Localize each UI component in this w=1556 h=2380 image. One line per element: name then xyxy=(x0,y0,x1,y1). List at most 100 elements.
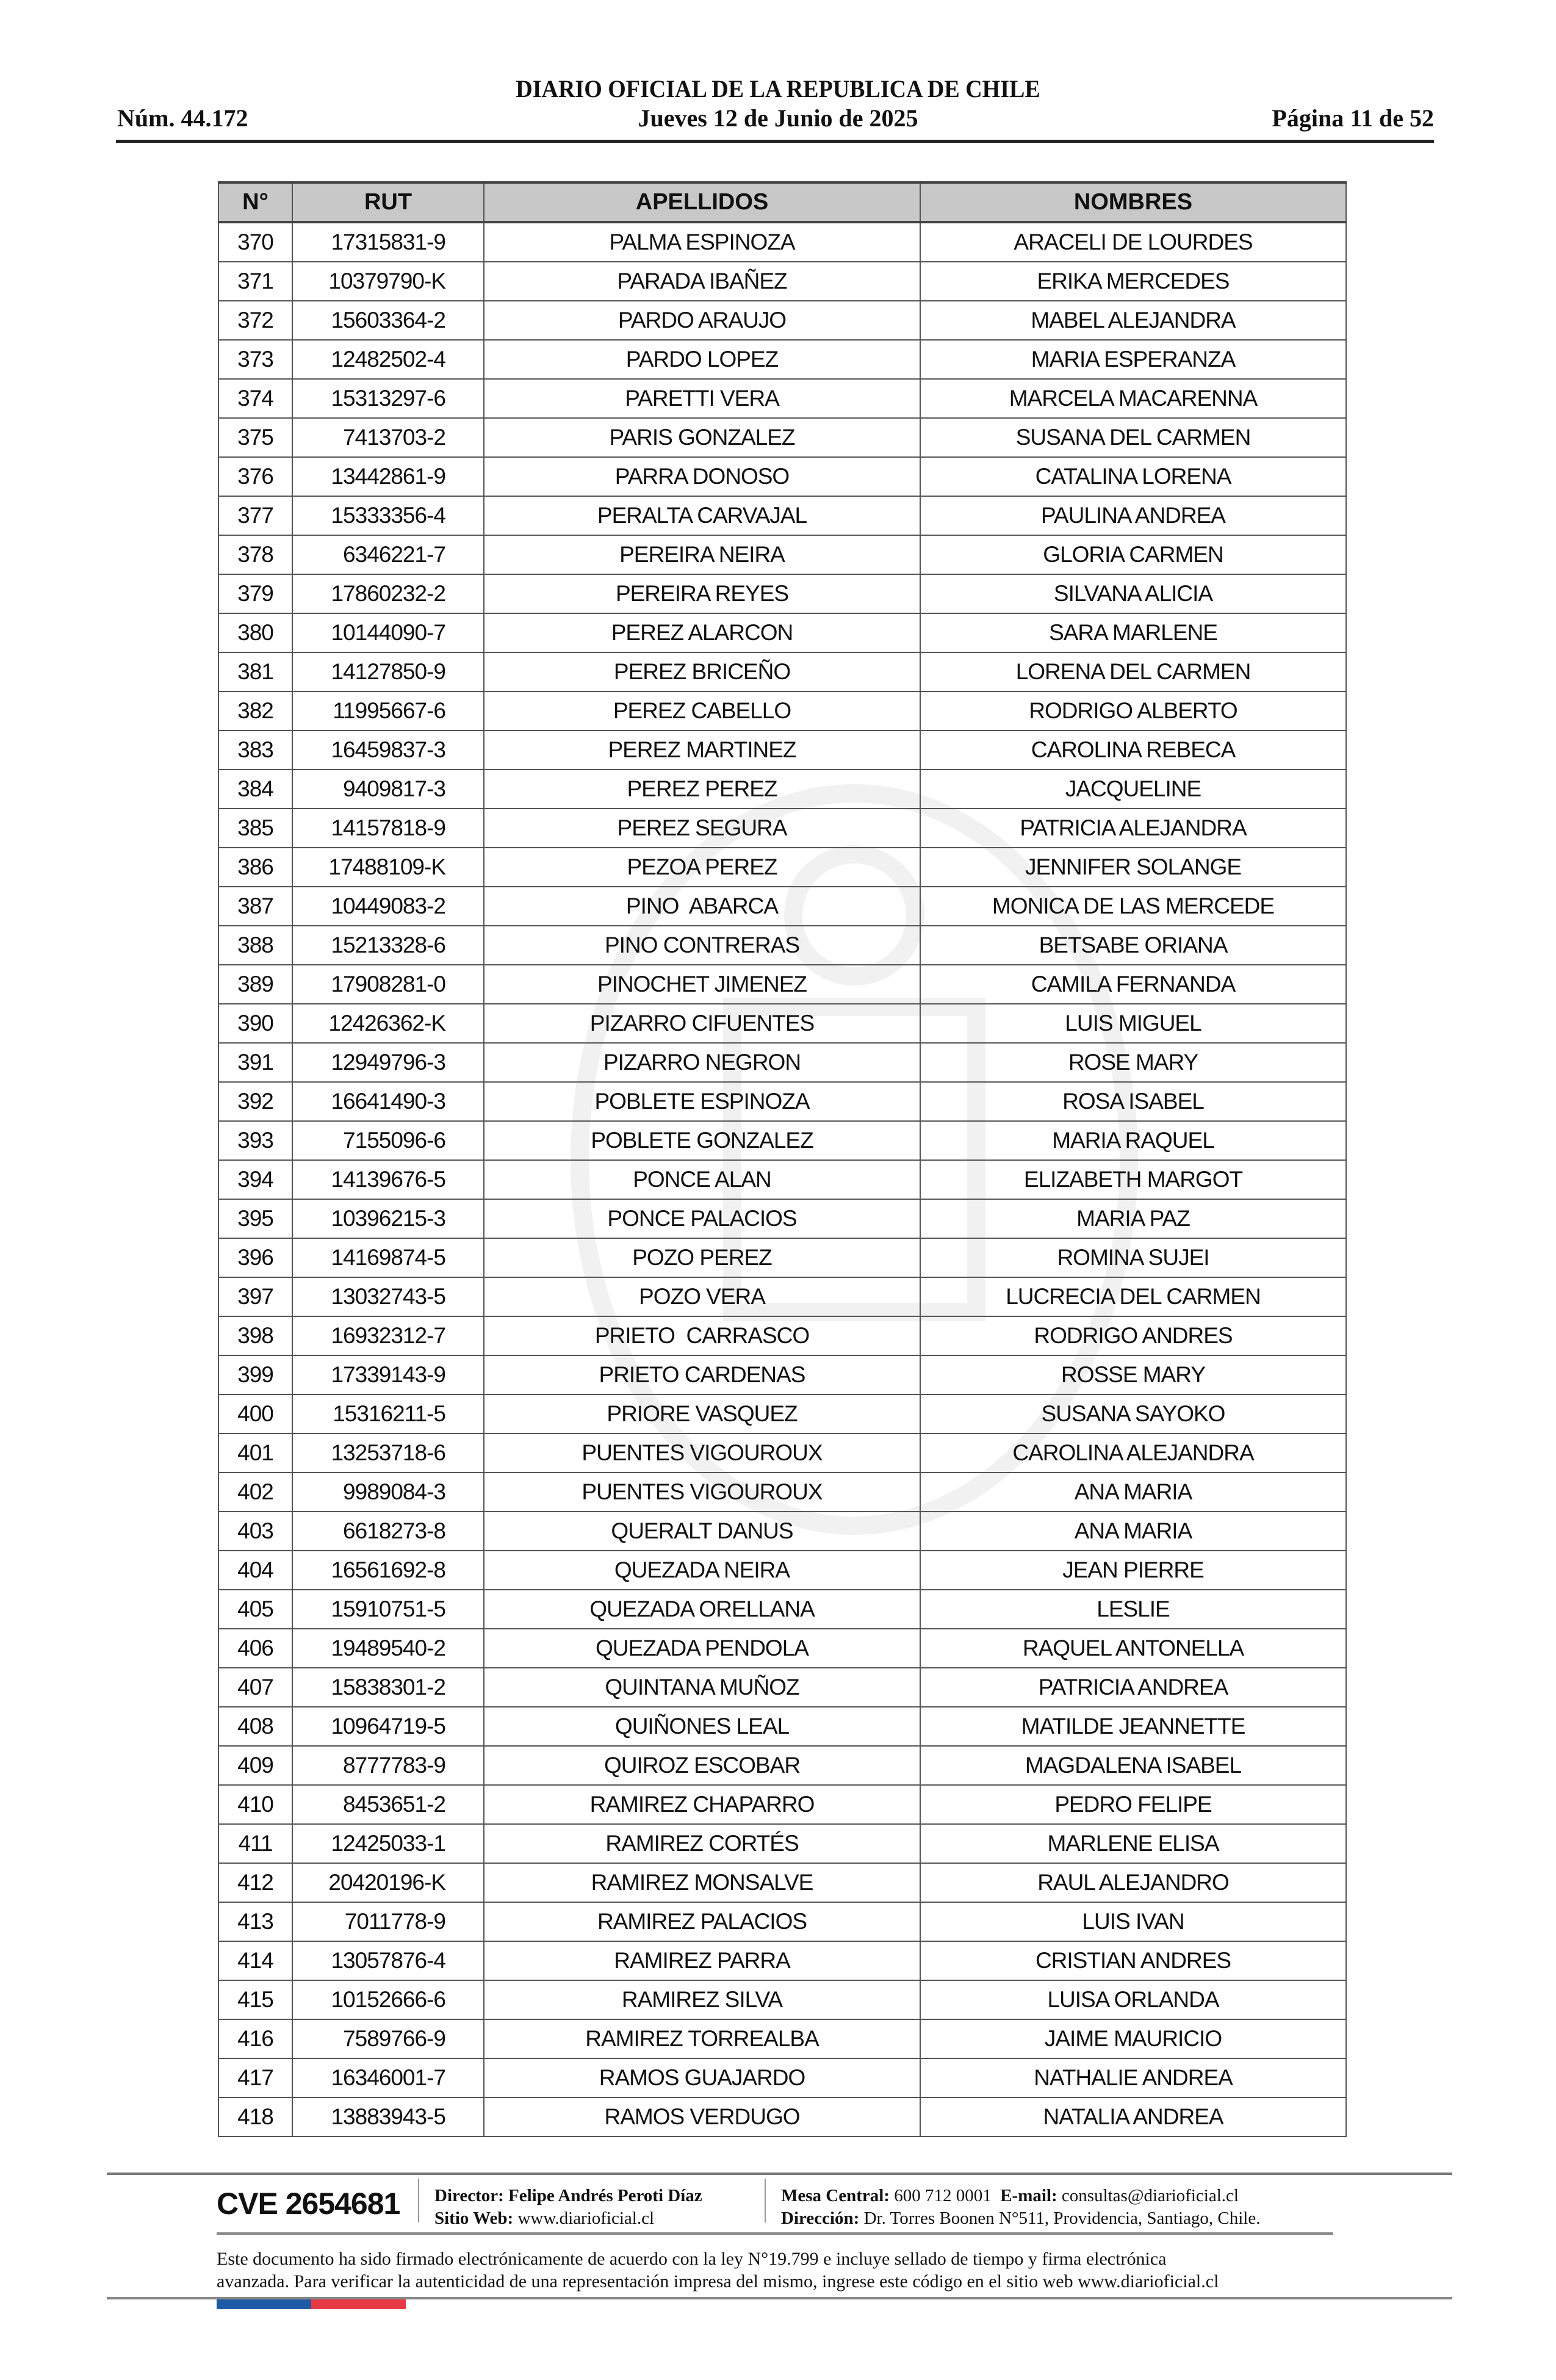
table-row: 372 15603364-2 PARDO ARAUJO MABEL ALEJANDRA xyxy=(218,300,1347,341)
row-number-cell: 405 xyxy=(218,1589,293,1629)
rut-cell: 15333356-4 xyxy=(292,496,484,536)
nombres-cell: ELIZABETH MARGOT xyxy=(920,1159,1347,1200)
apellidos-cell: PARDO ARAUJO xyxy=(483,300,921,341)
phone-number: 600 712 0001 xyxy=(894,2186,992,2205)
table-row: 378 6346221-7 PEREIRA NEIRA GLORIA CARMEN xyxy=(218,535,1347,575)
nombres-cell: RAQUEL ANTONELLA xyxy=(920,1628,1347,1668)
rut-cell: 14139676-5 xyxy=(292,1159,484,1200)
apellidos-cell: PINO CONTRERAS xyxy=(483,925,921,965)
column-header-rut: RUT xyxy=(292,181,484,223)
rut-cell: 10144090-7 xyxy=(292,613,484,653)
row-number-cell: 385 xyxy=(218,808,293,848)
row-number-cell: 380 xyxy=(218,613,293,653)
nombres-cell: PEDRO FELIPE xyxy=(920,1784,1347,1825)
nombres-cell: CAMILA FERNANDA xyxy=(920,964,1347,1004)
apellidos-cell: POBLETE GONZALEZ xyxy=(483,1120,921,1161)
table-row: 418 13883943-5 RAMOS VERDUGO NATALIA ANDREA xyxy=(218,2097,1347,2137)
column-header-number: N° xyxy=(218,181,293,223)
nombres-cell: CAROLINA ALEJANDRA xyxy=(920,1433,1347,1473)
rut-cell: 15213328-6 xyxy=(292,925,484,965)
row-number-cell: 406 xyxy=(218,1628,293,1668)
row-number-cell: 375 xyxy=(218,417,293,458)
website-link[interactable]: www.diarioficial.cl xyxy=(517,2209,655,2228)
apellidos-cell: POZO VERA xyxy=(483,1277,921,1317)
issue-number: Núm. 44.172 xyxy=(117,104,248,132)
flag-stripe-red xyxy=(311,2299,406,2309)
rut-cell: 14169874-5 xyxy=(292,1238,484,1278)
rut-cell: 14127850-9 xyxy=(292,652,484,692)
row-number-cell: 387 xyxy=(218,886,293,926)
nombres-cell: LUCRECIA DEL CARMEN xyxy=(920,1277,1347,1317)
email-label: E-mail: xyxy=(1000,2186,1057,2205)
nombres-cell: BETSABE ORIANA xyxy=(920,925,1347,965)
nombres-cell: MARIA ESPERANZA xyxy=(920,339,1347,380)
nombres-cell: MATILDE JEANNETTE xyxy=(920,1706,1347,1747)
row-number-cell: 418 xyxy=(218,2097,293,2137)
nombres-cell: SUSANA DEL CARMEN xyxy=(920,417,1347,458)
footer-separator xyxy=(765,2179,766,2223)
nombres-cell: NATHALIE ANDREA xyxy=(920,2058,1347,2098)
row-number-cell: 415 xyxy=(218,1980,293,2020)
apellidos-cell: PEREIRA REYES xyxy=(483,574,921,614)
apellidos-cell: RAMOS VERDUGO xyxy=(483,2097,921,2137)
row-number-cell: 382 xyxy=(218,691,293,731)
nombres-cell: LUIS MIGUEL xyxy=(920,1003,1347,1044)
rut-cell: 12425033-1 xyxy=(292,1823,484,1864)
email-link[interactable]: consultas@diarioficial.cl xyxy=(1061,2186,1239,2205)
rut-cell: 8453651-2 xyxy=(292,1784,484,1825)
nombres-cell: ERIKA MERCEDES xyxy=(920,261,1347,301)
rut-cell: 16641490-3 xyxy=(292,1081,484,1122)
rut-cell: 8777783-9 xyxy=(292,1745,484,1786)
apellidos-cell: QUERALT DANUS xyxy=(483,1511,921,1551)
rut-cell: 19489540-2 xyxy=(292,1628,484,1668)
apellidos-cell: PUENTES VIGOUROUX xyxy=(483,1433,921,1473)
rut-cell: 15316211-5 xyxy=(292,1394,484,1434)
table-row: 382 11995667-6 PEREZ CABELLO RODRIGO ALBERT… xyxy=(218,691,1347,731)
row-number-cell: 386 xyxy=(218,847,293,887)
row-number-cell: 370 xyxy=(218,222,293,262)
table-row: 374 15313297-6 PARETTI VERA MARCELA MACAREN… xyxy=(218,378,1347,419)
apellidos-cell: PRIETO CARRASCO xyxy=(483,1316,921,1356)
nombres-cell: MARLENE ELISA xyxy=(920,1823,1347,1864)
row-number-cell: 392 xyxy=(218,1081,293,1122)
apellidos-cell: RAMIREZ PARRA xyxy=(483,1941,921,1981)
nombres-cell: CRISTIAN ANDRES xyxy=(920,1941,1347,1981)
nombres-cell: ROSE MARY xyxy=(920,1042,1347,1083)
rut-cell: 13253718-6 xyxy=(292,1433,484,1473)
rut-cell: 10449083-2 xyxy=(292,886,484,926)
row-number-cell: 389 xyxy=(218,964,293,1004)
row-number-cell: 388 xyxy=(218,925,293,965)
row-number-cell: 394 xyxy=(218,1159,293,1200)
apellidos-cell: PRIORE VASQUEZ xyxy=(483,1394,921,1434)
nombres-cell: MARIA RAQUEL xyxy=(920,1120,1347,1161)
table-row: 402 9989084-3 PUENTES VIGOUROUX ANA MARIA xyxy=(218,1472,1347,1512)
table-row: 383 16459837-3 PEREZ MARTINEZ CAROLINA REBE… xyxy=(218,730,1347,770)
nombres-cell: LUIS IVAN xyxy=(920,1902,1347,1942)
row-number-cell: 402 xyxy=(218,1472,293,1512)
table-row: 386 17488109-K PEZOA PEREZ JENNIFER SOLANGE xyxy=(218,847,1347,887)
rut-cell: 12426362-K xyxy=(292,1003,484,1044)
apellidos-cell: RAMIREZ SILVA xyxy=(483,1980,921,2020)
row-number-cell: 379 xyxy=(218,574,293,614)
legal-line-1: Este documento ha sido firmado electróni… xyxy=(217,2249,1167,2269)
nombres-cell: PATRICIA ALEJANDRA xyxy=(920,808,1347,848)
row-number-cell: 414 xyxy=(218,1941,293,1981)
row-number-cell: 411 xyxy=(218,1823,293,1864)
nombres-cell: ANA MARIA xyxy=(920,1472,1347,1512)
row-number-cell: 397 xyxy=(218,1277,293,1317)
row-number-cell: 399 xyxy=(218,1355,293,1395)
apellidos-cell: RAMIREZ PALACIOS xyxy=(483,1902,921,1942)
rut-cell: 6618273-8 xyxy=(292,1511,484,1551)
table-row: 410 8453651-2 RAMIREZ CHAPARRO PEDRO FELIPE xyxy=(218,1784,1347,1825)
apellidos-cell: PONCE ALAN xyxy=(483,1159,921,1200)
rut-cell: 15313297-6 xyxy=(292,378,484,419)
table-row: 401 13253718-6 PUENTES VIGOUROUX CAROLINA A… xyxy=(218,1433,1347,1473)
rut-cell: 7155096-6 xyxy=(292,1120,484,1161)
apellidos-cell: RAMIREZ CHAPARRO xyxy=(483,1784,921,1825)
apellidos-cell: PEREZ SEGURA xyxy=(483,808,921,848)
apellidos-cell: PINO ABARCA xyxy=(483,886,921,926)
apellidos-cell: RAMIREZ TORREALBA xyxy=(483,2019,921,2059)
row-number-cell: 384 xyxy=(218,769,293,809)
rut-cell: 17860232-2 xyxy=(292,574,484,614)
apellidos-cell: PARRA DONOSO xyxy=(483,456,921,497)
